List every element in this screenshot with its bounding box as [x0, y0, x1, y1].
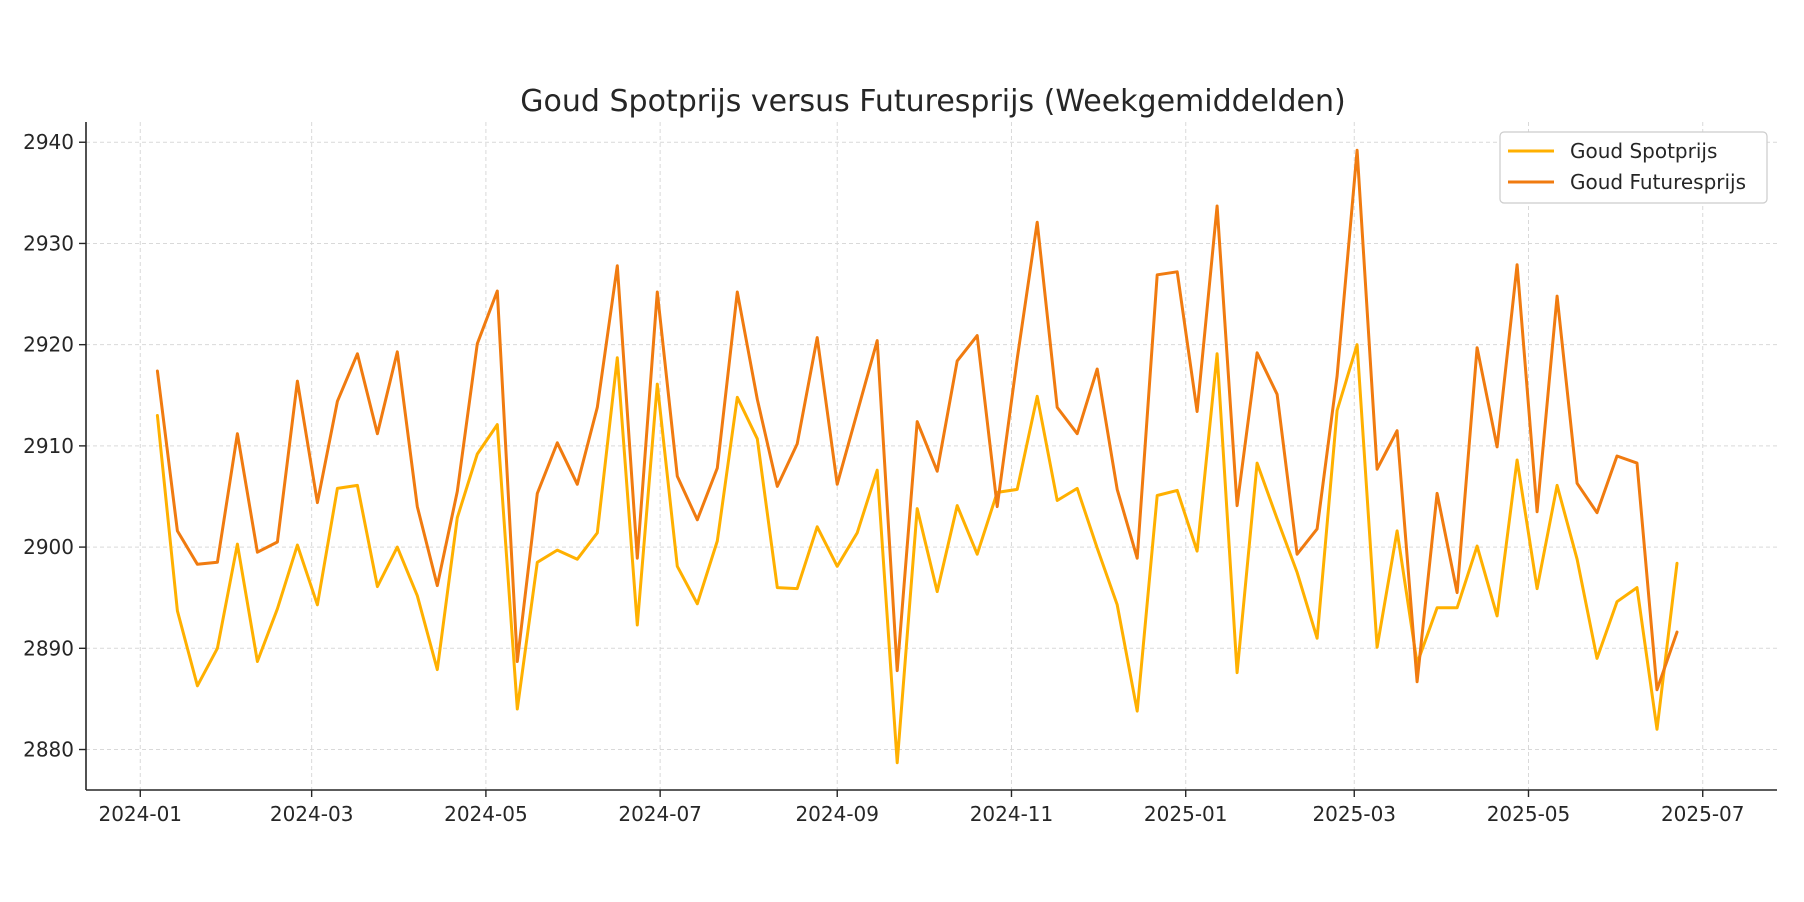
y-tick-label: 2900	[23, 535, 74, 559]
x-tick-label: 2024-07	[618, 802, 702, 826]
y-tick-label: 2940	[23, 130, 74, 154]
legend-label-spot: Goud Spotprijs	[1570, 139, 1717, 163]
x-tick-label: 2024-05	[444, 802, 528, 826]
legend: Goud Spotprijs Goud Futuresprijs	[1499, 131, 1768, 204]
y-tick-label: 2930	[23, 231, 74, 255]
y-tick-label: 2920	[23, 333, 74, 357]
x-tick-label: 2025-07	[1661, 802, 1745, 826]
x-tick-label: 2024-11	[970, 802, 1054, 826]
x-tick-label: 2025-01	[1144, 802, 1228, 826]
x-tick-label: 2024-09	[795, 802, 879, 826]
legend-label-futures: Goud Futuresprijs	[1570, 170, 1746, 194]
x-tick-label: 2024-03	[270, 802, 354, 826]
y-tick-label: 2910	[23, 434, 74, 458]
axes	[85, 122, 1777, 791]
y-tick-label: 2890	[23, 636, 74, 660]
series-line-goud-futuresprijs	[155, 148, 1679, 692]
chart-title: Goud Spotprijs versus Futuresprijs (Week…	[520, 84, 1345, 119]
x-tick-label: 2025-05	[1487, 802, 1571, 826]
x-tick-label: 2024-01	[98, 802, 182, 826]
ticks: 2880 2890 2900 2910 2920 2930 2940 2024-01 2024-…	[23, 130, 1744, 826]
legend-box	[1499, 131, 1768, 204]
series-line-goud-spotprijs	[155, 343, 1679, 765]
x-tick-label: 2025-03	[1312, 802, 1396, 826]
grid	[86, 122, 1777, 790]
y-tick-label: 2880	[23, 738, 74, 762]
series-lines	[155, 148, 1679, 765]
